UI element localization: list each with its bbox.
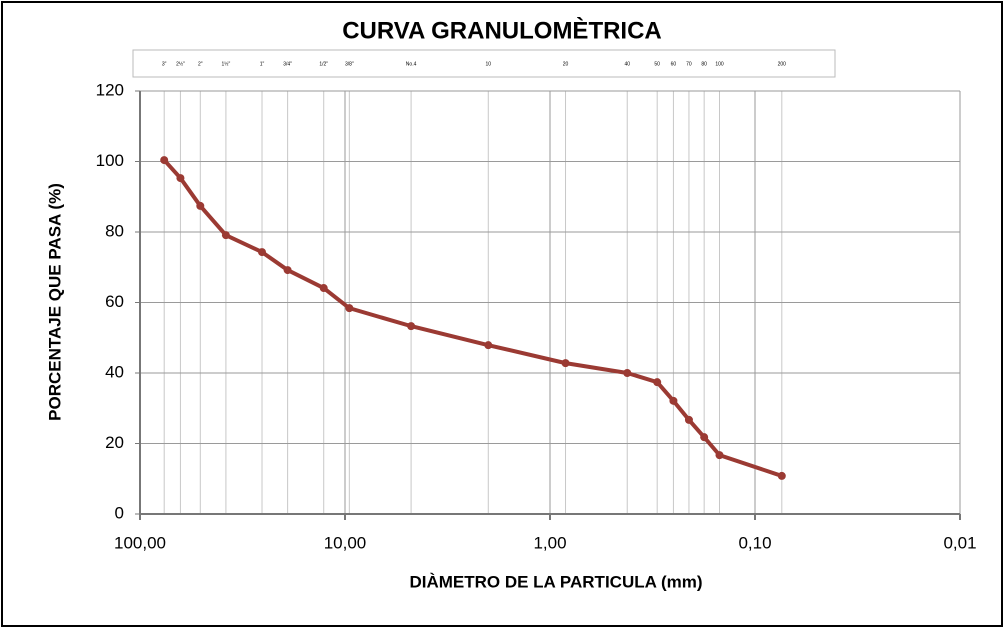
sieve-label: 80	[701, 61, 707, 67]
y-tick-label: 20	[105, 433, 124, 452]
data-point	[176, 174, 185, 183]
sieve-label: 1½"	[222, 60, 231, 67]
sieve-label: 50	[654, 61, 660, 67]
data-point	[319, 284, 328, 293]
sieve-label: 40	[624, 61, 630, 67]
data-point	[684, 415, 693, 424]
data-point	[345, 304, 354, 313]
data-point	[258, 248, 267, 257]
sieve-strip	[132, 49, 836, 78]
sieve-label: 70	[686, 61, 692, 67]
sieve-label: No.4	[406, 61, 417, 67]
data-point	[715, 451, 724, 460]
data-point	[283, 266, 292, 275]
x-tick-label: 0,10	[738, 533, 771, 552]
data-point	[653, 378, 662, 387]
sieve-label: 60	[671, 61, 677, 67]
x-axis-label: DIÀMETRO DE LA PARTICULA (mm)	[409, 572, 702, 591]
y-tick-label: 120	[96, 80, 124, 99]
data-point	[623, 369, 632, 377]
y-tick-label: 100	[96, 151, 124, 170]
sieve-label: 2½"	[176, 60, 185, 67]
sieve-label: 3"	[162, 61, 167, 67]
sieve-label: 20	[563, 61, 569, 67]
y-tick-label: 80	[105, 221, 124, 240]
data-point	[669, 396, 678, 405]
sieve-label: 200	[778, 61, 787, 67]
y-tick-label: 0	[115, 503, 124, 522]
chart-title: CURVA GRANULOMÈTRICA	[342, 16, 662, 44]
sieve-label: 3/4"	[283, 61, 292, 67]
sieve-label: 2"	[198, 61, 203, 67]
y-tick-label: 60	[105, 292, 124, 311]
y-axis-label: PORCENTAJE QUE PASA (%)	[45, 183, 64, 421]
sieve-label: 1"	[260, 61, 265, 67]
data-point	[561, 359, 570, 368]
data-point	[700, 433, 709, 442]
x-tick-label: 0,01	[943, 533, 976, 552]
data-point	[484, 341, 493, 350]
x-tick-label: 10,00	[324, 533, 367, 552]
x-tick-label: 1,00	[533, 533, 566, 552]
sieve-label: 100	[715, 61, 724, 67]
y-tick-label: 40	[105, 362, 124, 381]
data-point	[777, 471, 786, 480]
data-point	[160, 156, 169, 165]
sieve-label: 10	[486, 61, 492, 67]
data-point	[221, 231, 230, 240]
data-point	[196, 201, 205, 210]
sieve-label: 1/2"	[319, 61, 328, 67]
data-point	[407, 322, 416, 331]
sieve-label: 3/8"	[345, 61, 354, 67]
x-tick-label: 100,00	[114, 533, 166, 552]
